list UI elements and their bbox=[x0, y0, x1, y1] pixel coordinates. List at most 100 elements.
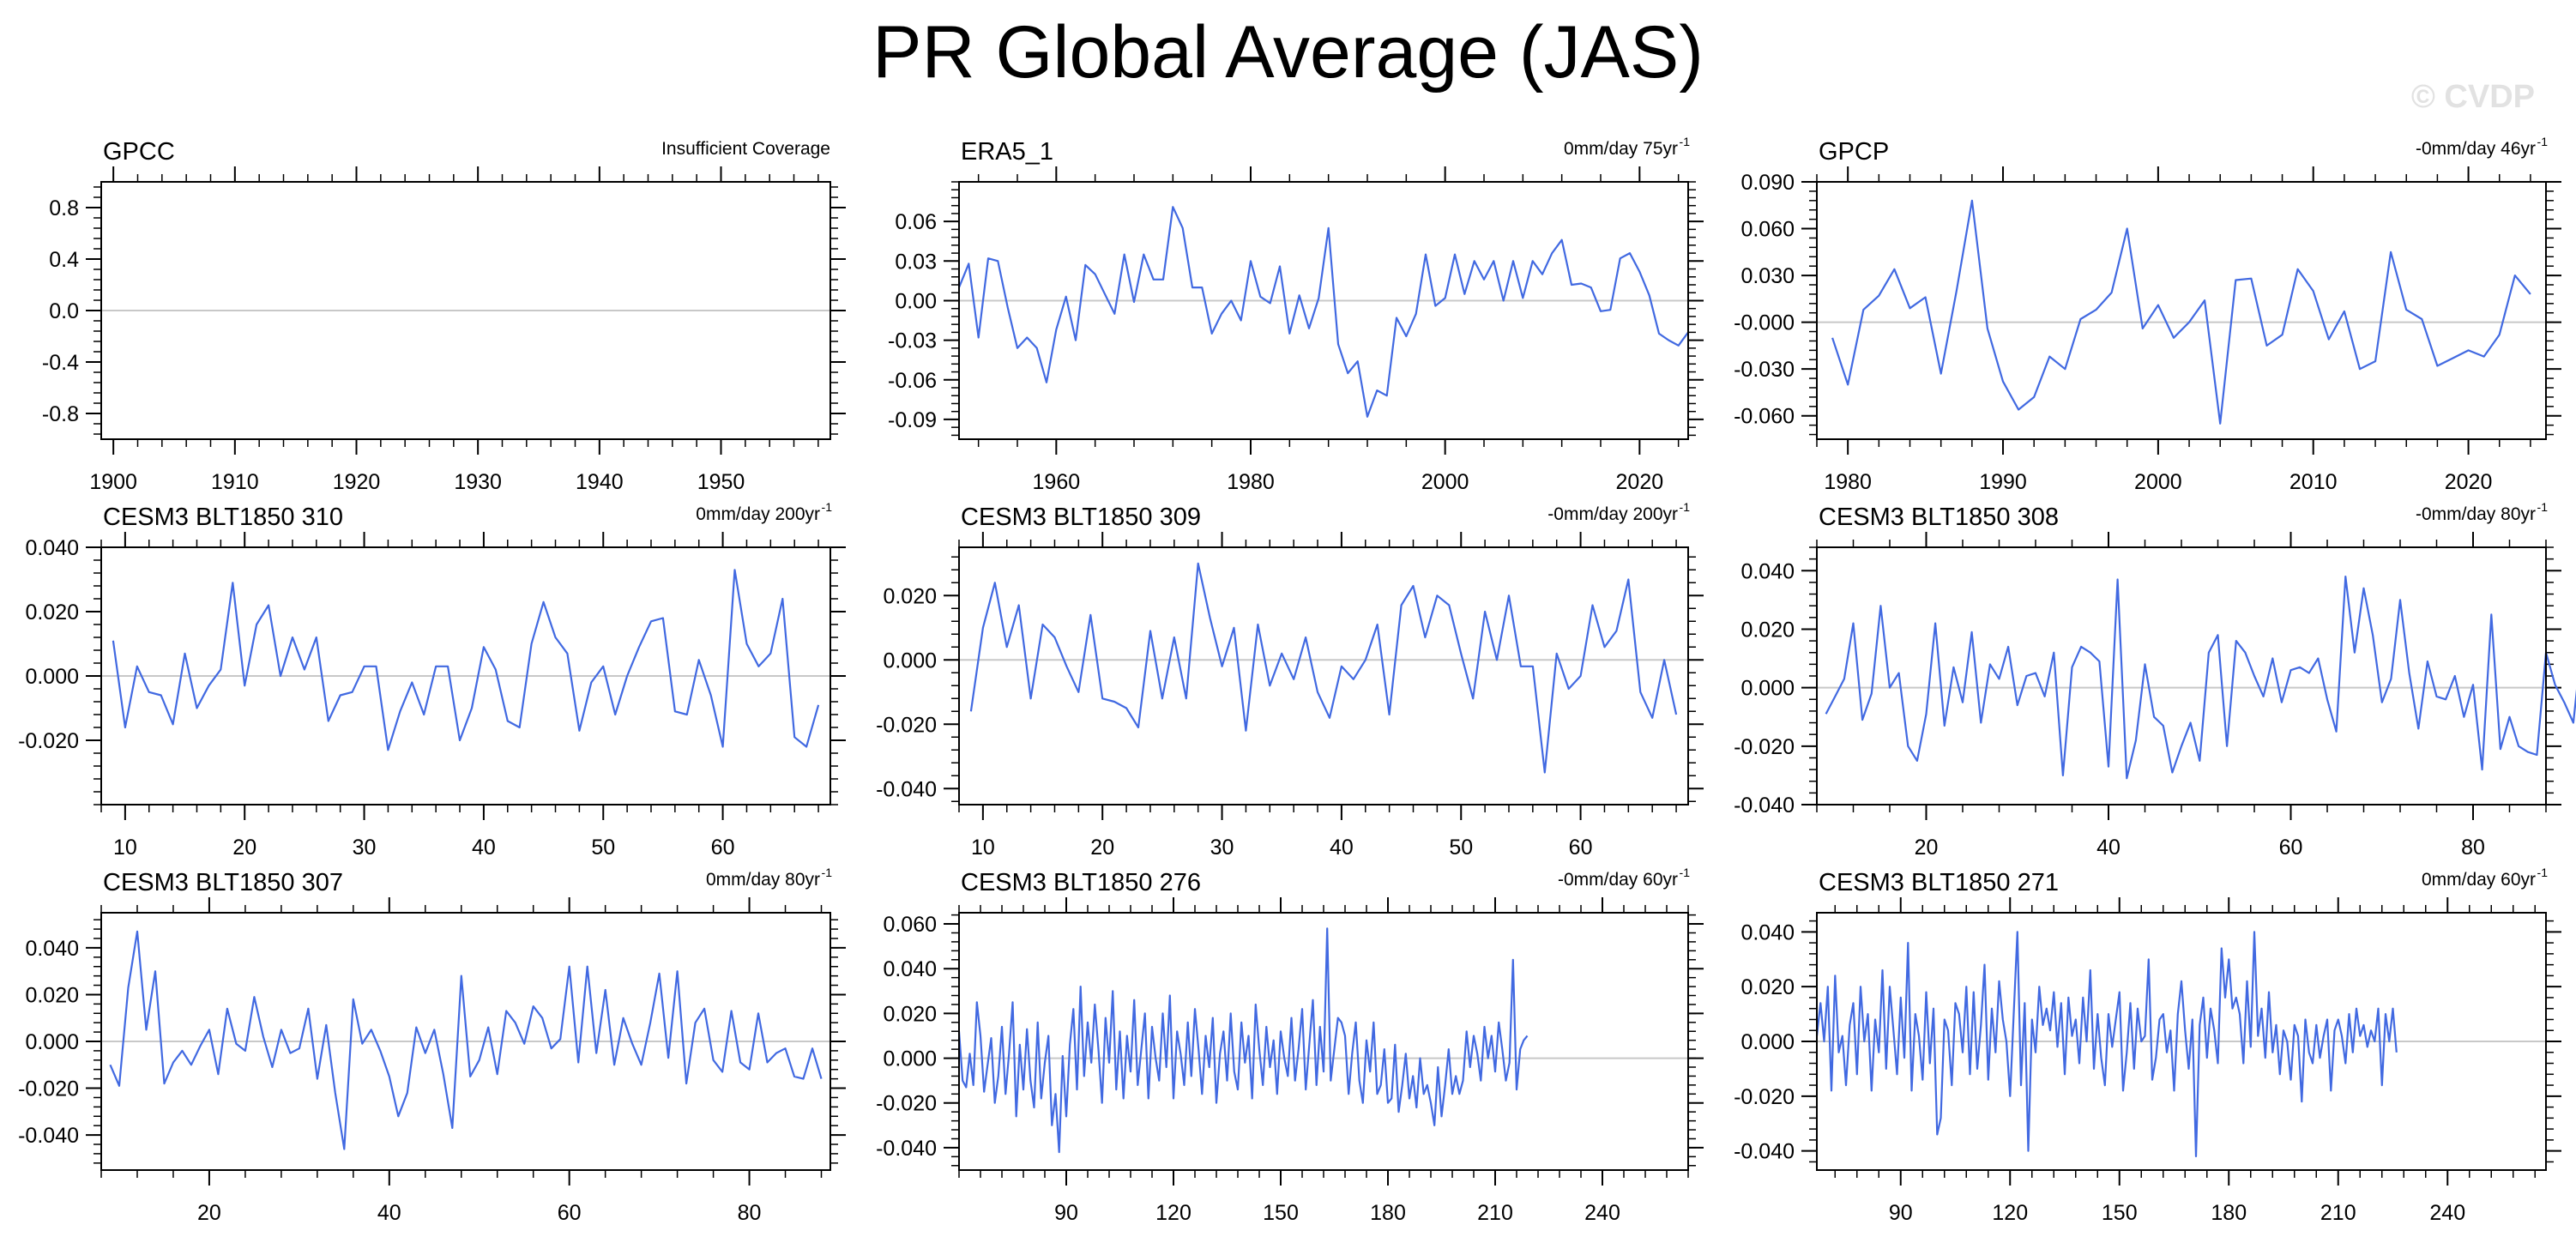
x-tick-label: 80 bbox=[2461, 836, 2485, 860]
x-tick-label: 1960 bbox=[1033, 470, 1081, 494]
y-tick-label: -0.020 bbox=[876, 713, 937, 737]
panel-title: GPCC bbox=[103, 138, 175, 166]
panel-7: 20 40 60 80 0.040 0.020 0.000 -0.020 -0.040 CESM3… bbox=[18, 866, 846, 1225]
panel-annotation: 0mm/day 200yr bbox=[696, 504, 820, 524]
y-tick-label: 0.040 bbox=[25, 937, 79, 961]
plot-frame bbox=[100, 546, 831, 806]
panel-annotation: Insufficient Coverage bbox=[661, 139, 830, 159]
x-tick-label: 90 bbox=[1889, 1201, 1913, 1225]
x-tick-label: 150 bbox=[1263, 1201, 1299, 1225]
panel-annotation-exponent: -1 bbox=[822, 866, 833, 879]
y-tick-label: 0.020 bbox=[25, 600, 79, 624]
x-tick-label: 180 bbox=[2211, 1201, 2247, 1225]
x-tick-label: 10 bbox=[113, 836, 137, 860]
x-tick-label: 60 bbox=[1569, 836, 1593, 860]
x-tick-label: 30 bbox=[1210, 836, 1234, 860]
y-tick-label: -0.020 bbox=[1734, 1085, 1795, 1109]
x-tick-label: 2000 bbox=[2134, 470, 2182, 494]
y-tick-label: -0.000 bbox=[1734, 311, 1795, 335]
series-line bbox=[112, 569, 820, 751]
x-tick-label: 60 bbox=[711, 836, 735, 860]
y-tick-label: 0.030 bbox=[1740, 264, 1795, 288]
x-tick-label: 1920 bbox=[333, 470, 381, 494]
panel-annotation-exponent: -1 bbox=[2537, 500, 2549, 514]
y-tick-label: -0.020 bbox=[876, 1092, 937, 1116]
plot-frame bbox=[958, 181, 1689, 440]
y-tick-label: 0.4 bbox=[49, 248, 79, 272]
x-tick-label: 240 bbox=[2429, 1201, 2465, 1225]
y-tick-label: 0.000 bbox=[883, 649, 937, 673]
y-tick-label: 0.000 bbox=[25, 1030, 79, 1054]
x-tick-label: 40 bbox=[472, 836, 496, 860]
y-tick-label: 0.03 bbox=[895, 250, 937, 274]
y-tick-label: -0.8 bbox=[42, 402, 79, 426]
x-tick-label: 2000 bbox=[1421, 470, 1469, 494]
panel-annotation-exponent: -1 bbox=[1680, 500, 1691, 514]
y-tick-label: -0.040 bbox=[876, 777, 937, 801]
x-tick-label: 40 bbox=[377, 1201, 401, 1225]
x-tick-label: 2020 bbox=[2445, 470, 2493, 494]
series-line bbox=[1815, 931, 2398, 1158]
watermark: © CVDP bbox=[2410, 79, 2535, 115]
y-tick-label: 0.040 bbox=[25, 536, 79, 560]
y-tick-label: -0.040 bbox=[876, 1137, 937, 1161]
series-line bbox=[109, 930, 823, 1150]
y-tick-label: -0.030 bbox=[1734, 358, 1795, 382]
plot-frame bbox=[958, 912, 1689, 1171]
x-tick-label: 20 bbox=[197, 1201, 221, 1225]
y-tick-label: -0.040 bbox=[1734, 793, 1795, 818]
x-tick-label: 120 bbox=[1992, 1201, 2028, 1225]
y-tick-label: -0.020 bbox=[1734, 735, 1795, 759]
plot-frame bbox=[100, 912, 831, 1171]
x-tick-label: 1990 bbox=[1979, 470, 2027, 494]
panel-annotation: 0mm/day 60yr bbox=[2422, 870, 2536, 890]
x-tick-label: 20 bbox=[1090, 836, 1114, 860]
y-tick-label: 0.020 bbox=[25, 983, 79, 1007]
y-tick-label: -0.09 bbox=[888, 408, 937, 432]
x-tick-label: 1980 bbox=[1227, 470, 1275, 494]
x-tick-label: 210 bbox=[2320, 1201, 2356, 1225]
x-tick-label: 210 bbox=[1477, 1201, 1513, 1225]
y-tick-label: 0.090 bbox=[1740, 171, 1795, 195]
y-tick-label: -0.040 bbox=[1734, 1140, 1795, 1164]
x-tick-label: 120 bbox=[1155, 1201, 1191, 1225]
panel-title: GPCP bbox=[1819, 138, 1889, 166]
page-title: PR Global Average (JAS) bbox=[872, 11, 1704, 94]
panel-title: CESM3 BLT1850 308 bbox=[1819, 504, 2059, 531]
y-tick-label: -0.020 bbox=[18, 1077, 79, 1101]
y-tick-label: 0.8 bbox=[49, 196, 79, 220]
x-tick-label: 1940 bbox=[576, 470, 624, 494]
x-tick-label: 1930 bbox=[454, 470, 502, 494]
panel-2: 1960 1980 2000 2020 0.06 0.03 0.00 -0.03 -0.06 -0… bbox=[888, 135, 1704, 494]
x-tick-label: 30 bbox=[353, 836, 377, 860]
y-tick-label: 0.040 bbox=[883, 957, 937, 981]
x-tick-label: 20 bbox=[232, 836, 256, 860]
y-tick-label: 0.000 bbox=[25, 665, 79, 689]
x-tick-label: 90 bbox=[1054, 1201, 1078, 1225]
y-tick-label: 0.000 bbox=[1740, 677, 1795, 701]
series-line bbox=[957, 206, 1689, 418]
y-tick-label: 0.040 bbox=[1740, 920, 1795, 944]
x-tick-label: 2020 bbox=[1616, 470, 1664, 494]
series-line bbox=[1831, 199, 2531, 425]
y-tick-label: -0.4 bbox=[42, 351, 79, 375]
plot-frame bbox=[1816, 546, 2547, 806]
x-tick-label: 50 bbox=[591, 836, 615, 860]
panel-annotation-exponent: -1 bbox=[2537, 866, 2549, 879]
x-tick-label: 80 bbox=[738, 1201, 762, 1225]
y-tick-label: 0.00 bbox=[895, 289, 937, 313]
panel-annotation: 0mm/day 75yr bbox=[1564, 139, 1678, 159]
y-tick-label: 0.06 bbox=[895, 210, 937, 234]
y-tick-label: -0.040 bbox=[18, 1124, 79, 1148]
panel-annotation-exponent: -1 bbox=[1680, 866, 1691, 879]
panel-annotation: -0mm/day 200yr bbox=[1547, 504, 1678, 524]
x-tick-label: 20 bbox=[1915, 836, 1939, 860]
panel-title: CESM3 BLT1850 307 bbox=[103, 869, 343, 896]
y-tick-label: 0.020 bbox=[1740, 975, 1795, 999]
x-tick-label: 240 bbox=[1584, 1201, 1620, 1225]
x-tick-label: 180 bbox=[1370, 1201, 1406, 1225]
y-tick-label: 0.000 bbox=[883, 1047, 937, 1071]
panel-title: CESM3 BLT1850 276 bbox=[961, 869, 1201, 896]
x-tick-label: 60 bbox=[558, 1201, 582, 1225]
y-tick-label: 0.0 bbox=[49, 299, 79, 323]
